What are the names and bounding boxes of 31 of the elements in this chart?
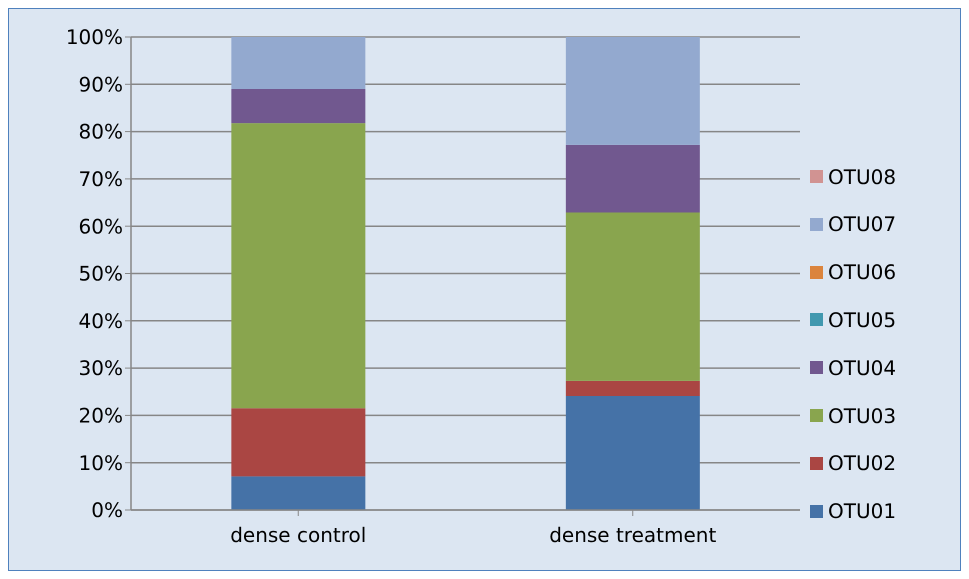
bar: [231, 476, 366, 510]
y-tick-label: 70%: [78, 167, 123, 191]
y-tick-label: 0%: [91, 498, 123, 522]
legend-label: OTU06: [828, 260, 896, 284]
y-tick-label: 50%: [78, 262, 123, 286]
bar: [566, 396, 700, 510]
legend-label: OTU08: [828, 164, 896, 189]
legend-label: OTU03: [828, 404, 896, 428]
bar: [566, 380, 700, 396]
legend-label: OTU04: [828, 356, 896, 380]
y-tick-label: 80%: [78, 120, 123, 144]
x-tick-label: dense control: [230, 523, 366, 548]
y-tick-label: 100%: [66, 25, 123, 50]
bar: [231, 37, 366, 90]
legend-label: OTU02: [828, 451, 896, 476]
bar: [566, 144, 700, 212]
legend-label: OTU01: [828, 499, 896, 524]
y-tick-label: 90%: [78, 72, 123, 96]
y-tick-label: 60%: [78, 214, 123, 238]
bar: [231, 89, 366, 124]
bar: [566, 212, 700, 381]
legend-label: OTU05: [828, 308, 896, 332]
legend-label: OTU07: [828, 212, 896, 236]
bar: [566, 37, 700, 145]
bar: [231, 408, 366, 476]
x-tick-label: dense treatment: [549, 523, 716, 548]
bar: [231, 123, 366, 408]
y-tick-label: 10%: [78, 450, 123, 475]
y-tick-label: 20%: [78, 404, 123, 428]
y-tick-label: 40%: [78, 308, 123, 333]
y-tick-label: 30%: [78, 356, 123, 380]
